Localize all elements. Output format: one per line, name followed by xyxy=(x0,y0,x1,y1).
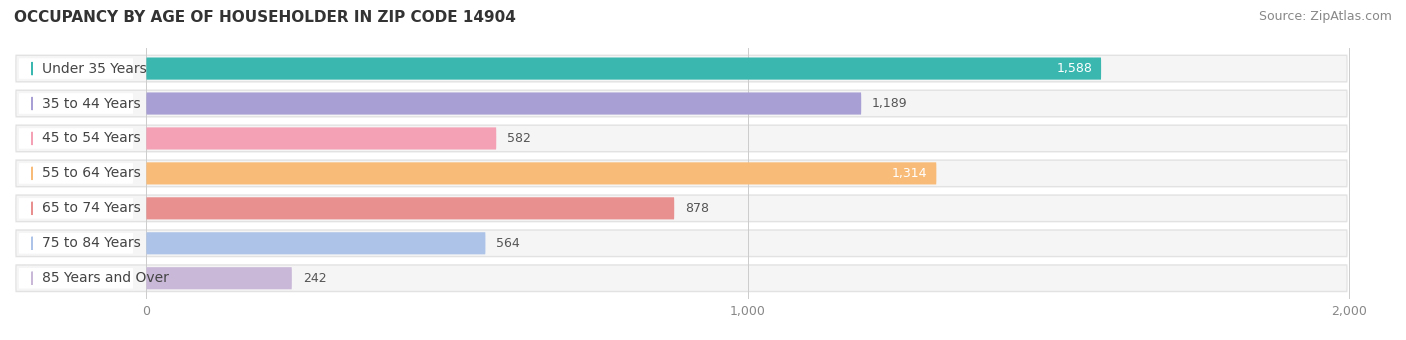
FancyBboxPatch shape xyxy=(146,57,1101,80)
FancyBboxPatch shape xyxy=(146,232,485,254)
FancyBboxPatch shape xyxy=(146,92,862,115)
FancyBboxPatch shape xyxy=(15,159,1347,187)
Text: 1,314: 1,314 xyxy=(891,167,928,180)
Text: Source: ZipAtlas.com: Source: ZipAtlas.com xyxy=(1258,10,1392,23)
FancyBboxPatch shape xyxy=(18,93,134,114)
FancyBboxPatch shape xyxy=(18,128,134,149)
FancyBboxPatch shape xyxy=(17,161,1347,186)
FancyBboxPatch shape xyxy=(17,266,1347,291)
Text: OCCUPANCY BY AGE OF HOUSEHOLDER IN ZIP CODE 14904: OCCUPANCY BY AGE OF HOUSEHOLDER IN ZIP C… xyxy=(14,10,516,25)
FancyBboxPatch shape xyxy=(15,229,1347,257)
FancyBboxPatch shape xyxy=(18,198,134,219)
FancyBboxPatch shape xyxy=(17,196,1347,221)
Text: 582: 582 xyxy=(508,132,531,145)
Text: 55 to 64 Years: 55 to 64 Years xyxy=(42,166,141,181)
FancyBboxPatch shape xyxy=(15,89,1347,118)
FancyBboxPatch shape xyxy=(18,163,134,184)
FancyBboxPatch shape xyxy=(17,126,1347,151)
Text: 45 to 54 Years: 45 to 54 Years xyxy=(42,132,141,146)
FancyBboxPatch shape xyxy=(18,233,134,254)
FancyBboxPatch shape xyxy=(146,267,292,289)
Text: 878: 878 xyxy=(685,202,709,215)
Text: 242: 242 xyxy=(302,272,326,285)
Text: 75 to 84 Years: 75 to 84 Years xyxy=(42,236,141,250)
Text: 65 to 74 Years: 65 to 74 Years xyxy=(42,201,141,215)
FancyBboxPatch shape xyxy=(17,91,1347,116)
FancyBboxPatch shape xyxy=(15,124,1347,152)
FancyBboxPatch shape xyxy=(18,268,134,289)
FancyBboxPatch shape xyxy=(146,128,496,150)
FancyBboxPatch shape xyxy=(17,56,1347,81)
Text: 1,588: 1,588 xyxy=(1056,62,1092,75)
Text: 85 Years and Over: 85 Years and Over xyxy=(42,271,169,285)
FancyBboxPatch shape xyxy=(146,197,675,219)
FancyBboxPatch shape xyxy=(17,231,1347,256)
FancyBboxPatch shape xyxy=(15,55,1347,83)
Text: Under 35 Years: Under 35 Years xyxy=(42,62,146,75)
Text: 35 to 44 Years: 35 to 44 Years xyxy=(42,97,141,110)
Text: 564: 564 xyxy=(496,237,520,250)
FancyBboxPatch shape xyxy=(18,58,134,79)
FancyBboxPatch shape xyxy=(15,194,1347,222)
Text: 1,189: 1,189 xyxy=(872,97,908,110)
FancyBboxPatch shape xyxy=(146,162,936,185)
FancyBboxPatch shape xyxy=(15,264,1347,292)
